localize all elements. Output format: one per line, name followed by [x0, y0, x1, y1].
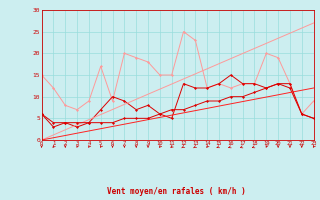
Text: Vent moyen/en rafales ( km/h ): Vent moyen/en rafales ( km/h ) — [107, 187, 245, 196]
